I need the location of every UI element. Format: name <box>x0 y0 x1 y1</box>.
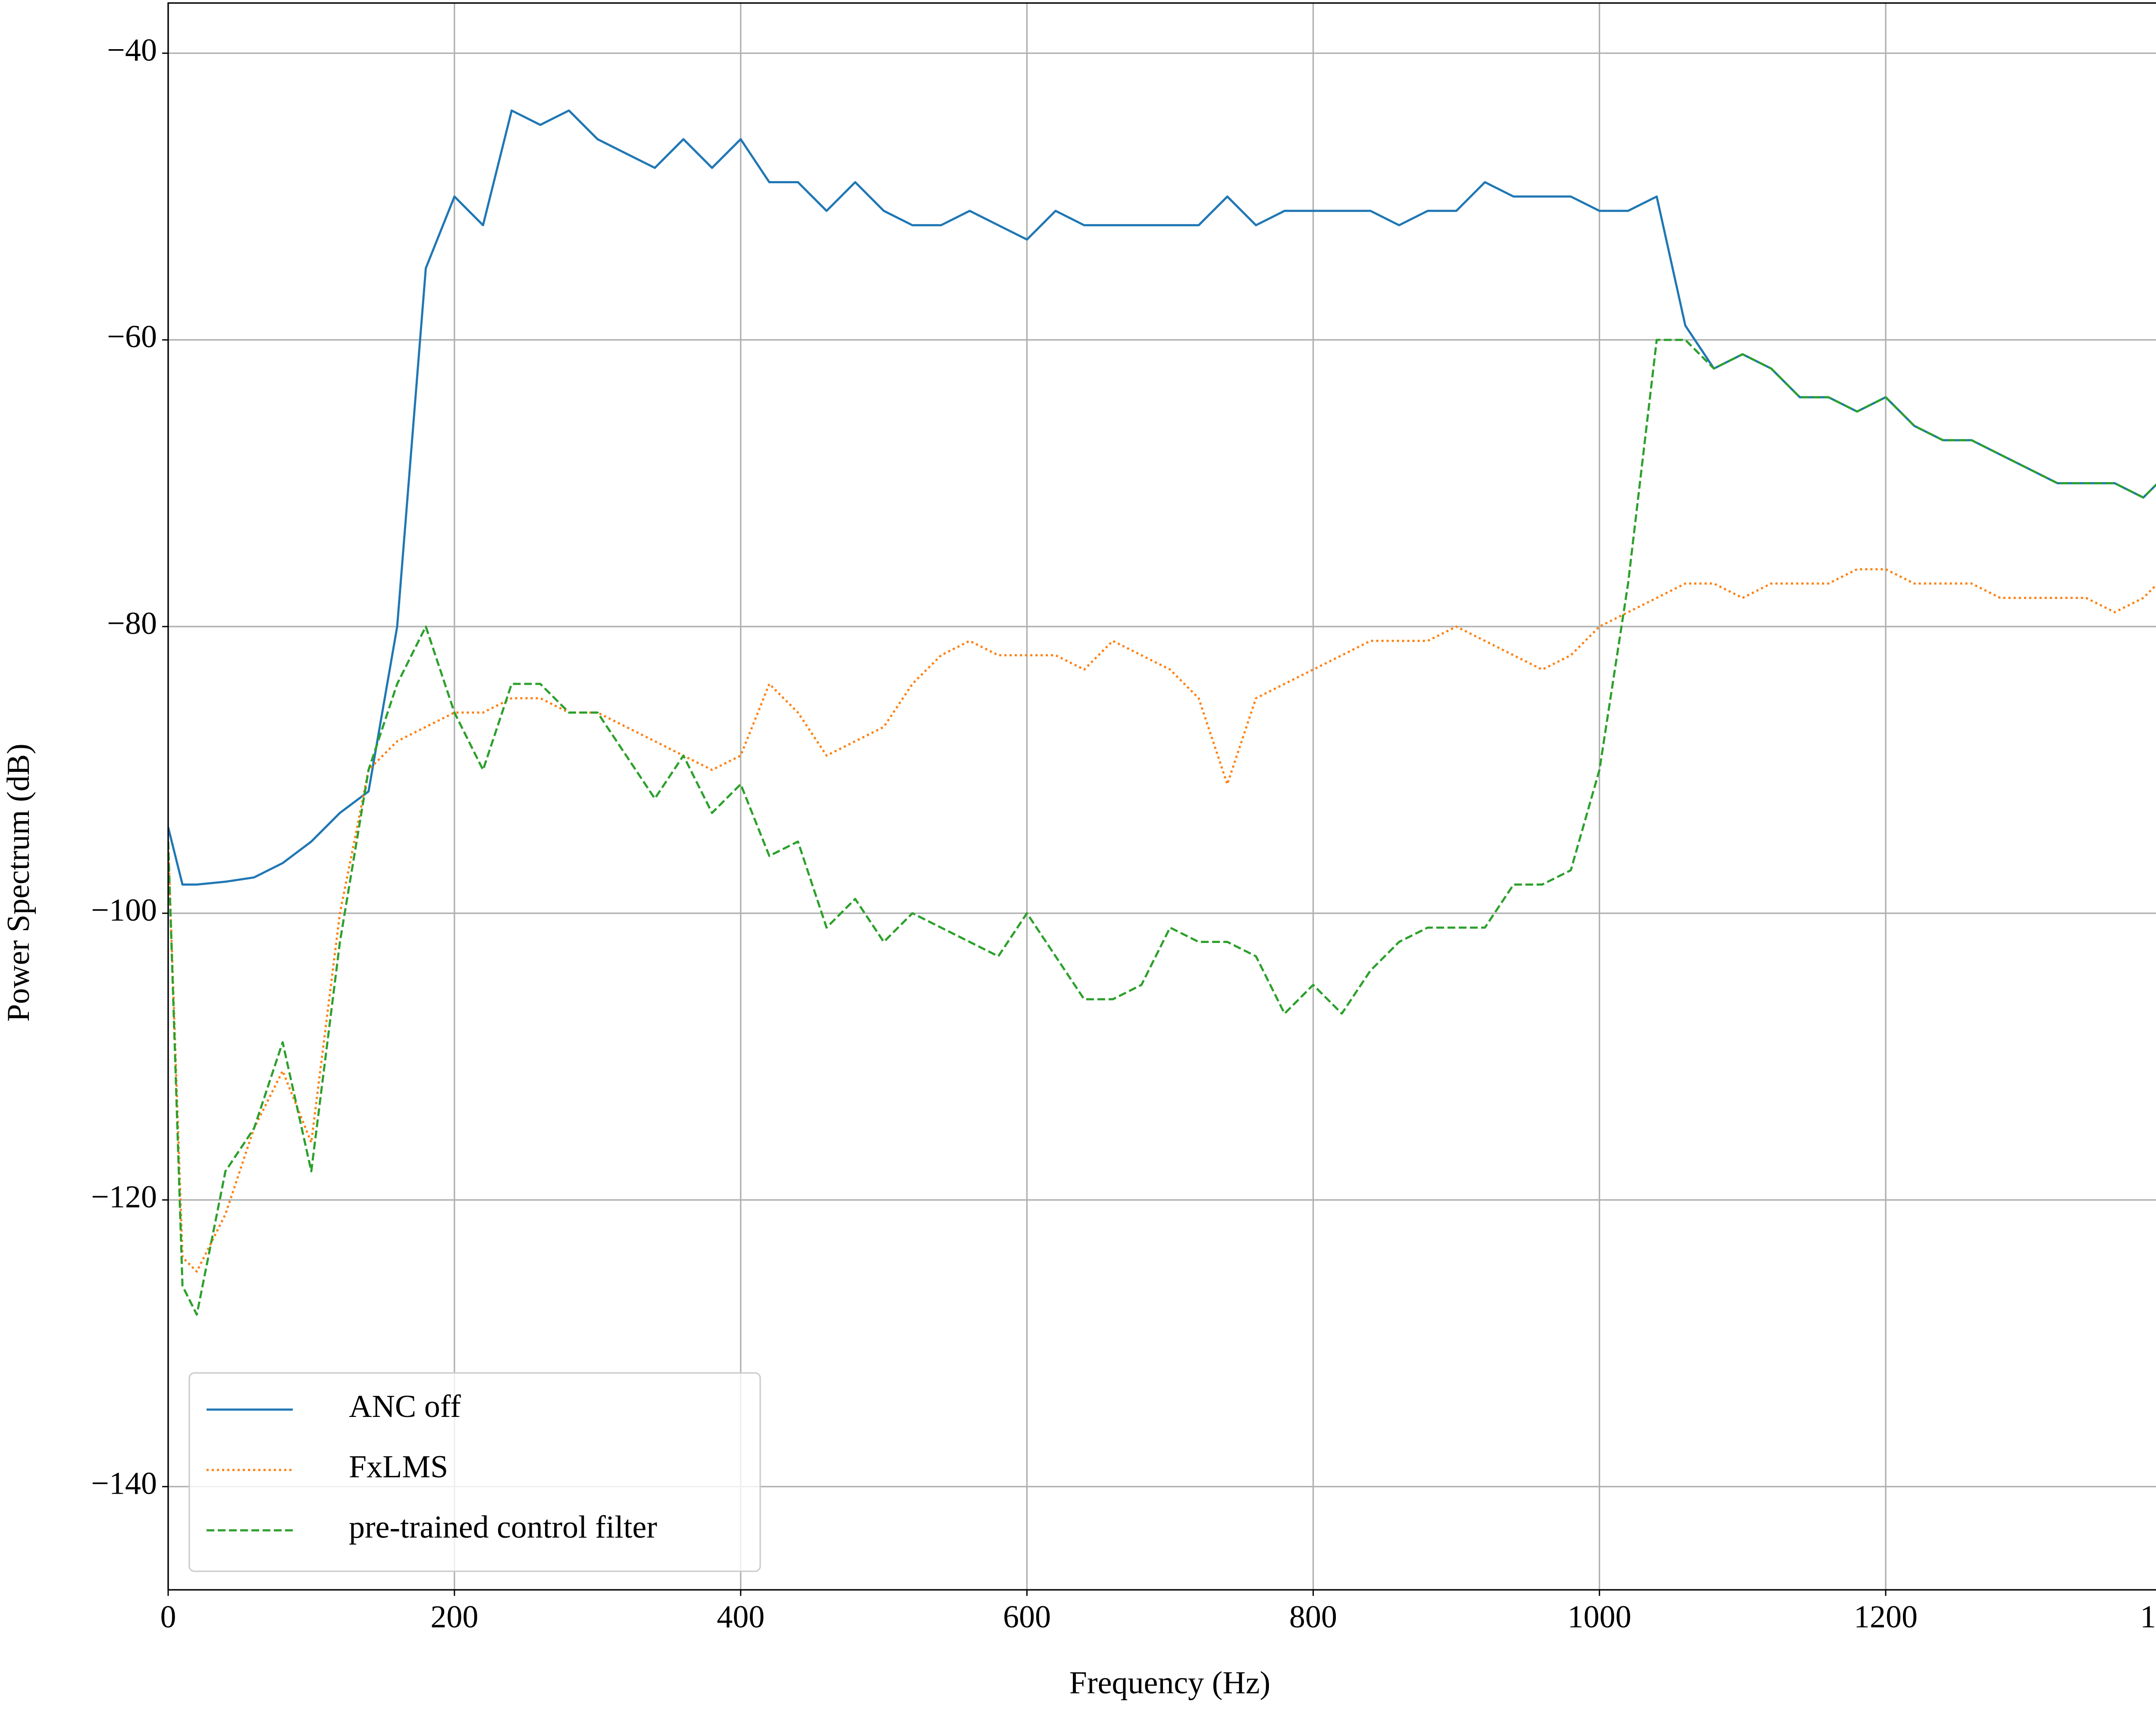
x-tick-label: 200 <box>430 1599 478 1635</box>
x-tick-label: 1400 <box>2140 1599 2156 1635</box>
x-tick-label: 800 <box>1289 1599 1337 1635</box>
series-line <box>168 568 2156 1273</box>
x-tick-label: 0 <box>160 1599 176 1635</box>
x-tick-label: 400 <box>717 1599 765 1635</box>
x-axis-label: Frequency (Hz) <box>1069 1665 1270 1701</box>
y-tick-label: −120 <box>91 1179 157 1215</box>
series-line <box>168 338 2156 1316</box>
y-tick-label: −140 <box>91 1466 157 1501</box>
legend-label: pre-trained control filter <box>349 1510 657 1545</box>
x-tick-label: 1000 <box>1567 1599 1631 1635</box>
y-tick-label: −60 <box>107 319 157 354</box>
series-line <box>168 109 2156 886</box>
x-tick-label: 600 <box>1003 1599 1051 1635</box>
y-axis-label: Power Spectrum (dB) <box>1 743 36 1022</box>
y-tick-label: −40 <box>107 32 157 68</box>
y-tick-label: −100 <box>91 893 157 928</box>
legend-label: ANC off <box>349 1389 461 1424</box>
legend-box <box>188 1372 761 1572</box>
y-tick-label: −80 <box>107 606 157 641</box>
x-tick-label: 1200 <box>1854 1599 1918 1635</box>
plot-frame <box>167 2 2156 1591</box>
legend-label: FxLMS <box>349 1449 448 1485</box>
